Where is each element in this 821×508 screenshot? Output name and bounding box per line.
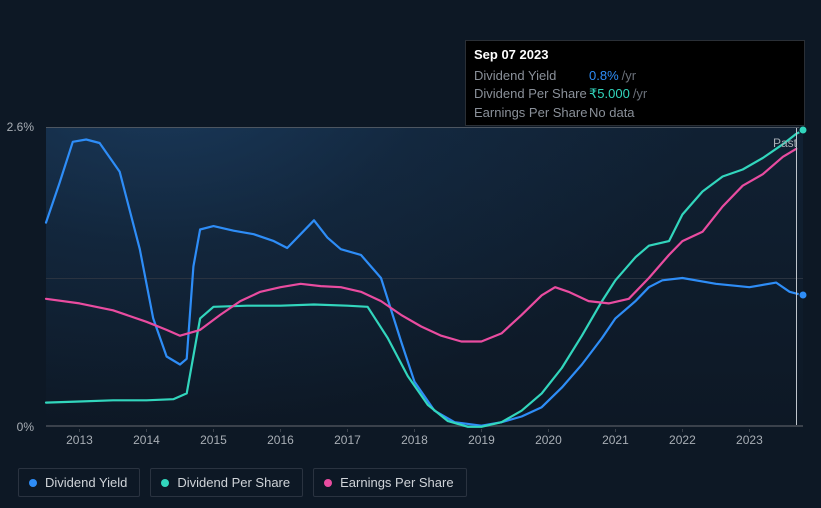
- past-label: Past: [773, 136, 797, 150]
- xaxis-tick-label: 2014: [133, 433, 160, 447]
- xaxis-tick-label: 2013: [66, 433, 93, 447]
- tooltip-row: Earnings Per ShareNo data: [466, 103, 804, 121]
- chart-tooltip: Sep 07 2023 Dividend Yield0.8%/yrDividen…: [465, 40, 805, 126]
- yaxis-label-max: 2.6%: [7, 120, 34, 134]
- xaxis-tick-label: 2022: [669, 433, 696, 447]
- series-end-dot: [799, 126, 808, 135]
- xaxis-tick-label: 2017: [334, 433, 361, 447]
- xaxis-tick-label: 2023: [736, 433, 763, 447]
- tooltip-date: Sep 07 2023: [466, 45, 804, 66]
- tooltip-unit: /yr: [633, 86, 647, 102]
- legend-dot-icon: [324, 479, 332, 487]
- xaxis-tick-label: 2020: [535, 433, 562, 447]
- chart-lines: [46, 128, 803, 428]
- tooltip-value: 0.8%: [589, 68, 619, 83]
- legend-dot-icon: [161, 479, 169, 487]
- xaxis-tick-label: 2019: [468, 433, 495, 447]
- tooltip-unit: /yr: [622, 68, 636, 83]
- xaxis-tick-label: 2021: [602, 433, 629, 447]
- tooltip-label: Dividend Per Share: [474, 86, 589, 102]
- legend-label: Dividend Yield: [45, 475, 127, 490]
- xaxis-tick-label: 2018: [401, 433, 428, 447]
- chart-container: 2.6% 0% Past 201320142015201620172018201…: [18, 110, 803, 430]
- xaxis-tick-label: 2015: [200, 433, 227, 447]
- cursor-line: [796, 128, 797, 425]
- tooltip-value: No data: [589, 105, 635, 120]
- tooltip-row: Dividend Per Share₹5.000/yr: [466, 84, 804, 103]
- yaxis-label-min: 0%: [17, 420, 34, 434]
- xaxis-tick-label: 2016: [267, 433, 294, 447]
- tooltip-row: Dividend Yield0.8%/yr: [466, 66, 804, 84]
- legend-item-dividend-yield[interactable]: Dividend Yield: [18, 468, 140, 497]
- tooltip-label: Earnings Per Share: [474, 105, 589, 120]
- tooltip-label: Dividend Yield: [474, 68, 589, 83]
- legend-label: Earnings Per Share: [340, 475, 453, 490]
- legend-label: Dividend Per Share: [177, 475, 290, 490]
- x-axis: 2013 2014 2015 2016 2017 2018 2019 2020 2021 2022…: [46, 429, 803, 453]
- tooltip-value: ₹5.000: [589, 86, 630, 102]
- legend-item-dividend-per-share[interactable]: Dividend Per Share: [150, 468, 303, 497]
- series-end-dot: [799, 291, 808, 300]
- legend-dot-icon: [29, 479, 37, 487]
- legend: Dividend Yield Dividend Per Share Earnin…: [18, 468, 467, 497]
- plot-area[interactable]: Past: [46, 127, 803, 427]
- legend-item-earnings-per-share[interactable]: Earnings Per Share: [313, 468, 466, 497]
